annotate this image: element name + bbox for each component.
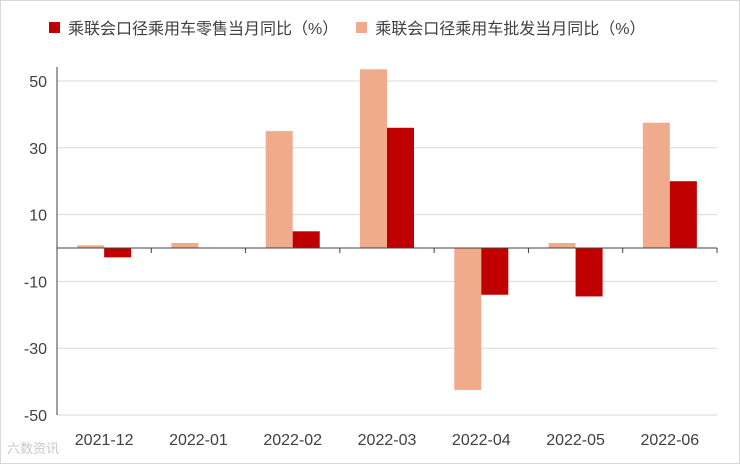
legend-label-wholesale: 乘联会口径乘用车批发当月同比（%） (375, 21, 646, 38)
legend-label-retail: 乘联会口径乘用车零售当月同比（%） (68, 21, 339, 38)
wholesale-bar (642, 122, 670, 248)
wholesale-bar (360, 69, 387, 248)
x-tick-label: 2022-04 (452, 432, 511, 449)
y-tick-label: -50 (24, 408, 47, 425)
legend-swatch-retail (49, 21, 60, 33)
retail-bar (669, 181, 697, 248)
legend: 乘联会口径乘用车零售当月同比（%） 乘联会口径乘用车批发当月同比（%） (49, 15, 663, 39)
x-tick-label: 2021-12 (75, 432, 134, 449)
x-tick-label: 2022-02 (263, 432, 322, 449)
legend-item-wholesale: 乘联会口径乘用车批发当月同比（%） (356, 15, 645, 39)
wholesale-bar (77, 245, 105, 248)
retail-bar (387, 127, 414, 248)
watermark: 六数资讯 (7, 441, 60, 456)
y-tick-label: -10 (24, 274, 47, 291)
wholesale-bar (454, 248, 482, 390)
retail-bar (481, 248, 509, 295)
x-tick-label: 2022-01 (169, 432, 228, 449)
legend-item-retail: 乘联会口径乘用车零售当月同比（%） (49, 15, 338, 39)
legend-swatch-wholesale (356, 21, 368, 33)
wholesale-bar (265, 131, 293, 248)
y-tick-label: 50 (29, 74, 47, 91)
wholesale-bar (171, 242, 199, 248)
x-tick-label: 2022-05 (546, 432, 605, 449)
retail-bar (292, 231, 320, 248)
wholesale-bar (548, 242, 576, 248)
y-tick-label: 30 (29, 141, 47, 158)
retail-bar (104, 248, 132, 258)
x-tick-label: 2022-06 (640, 432, 699, 449)
y-tick-label: 10 (29, 208, 47, 225)
y-tick-label: -30 (24, 341, 47, 358)
x-tick-label: 2022-03 (358, 432, 417, 449)
retail-bar (575, 248, 603, 297)
